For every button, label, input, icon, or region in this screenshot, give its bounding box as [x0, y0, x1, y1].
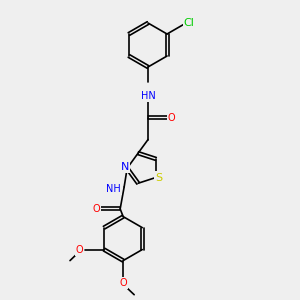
Text: S: S: [155, 172, 162, 182]
Text: O: O: [92, 204, 100, 214]
Text: O: O: [168, 112, 176, 123]
Text: N: N: [121, 162, 129, 172]
Text: HN: HN: [141, 91, 155, 100]
Text: O: O: [76, 244, 83, 255]
Text: Cl: Cl: [184, 18, 194, 28]
Text: O: O: [119, 278, 127, 288]
Text: NH: NH: [106, 184, 121, 194]
